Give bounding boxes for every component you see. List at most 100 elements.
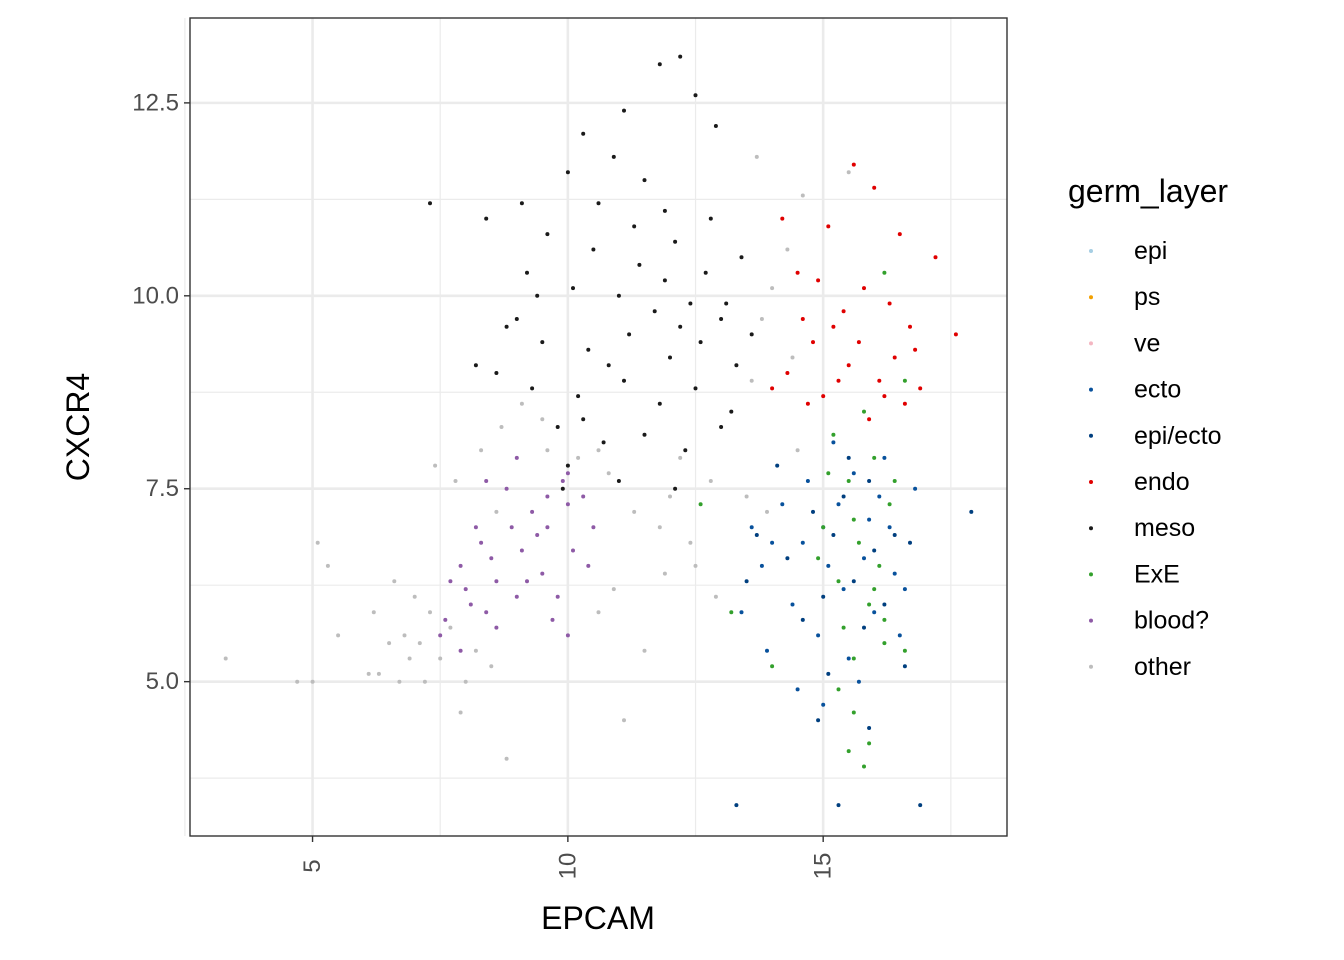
data-point xyxy=(892,479,897,483)
data-point xyxy=(448,579,453,584)
data-point xyxy=(800,540,805,545)
major-gridlines xyxy=(190,18,1007,836)
data-point xyxy=(540,417,545,422)
data-point xyxy=(525,579,529,584)
data-point xyxy=(816,278,821,283)
data-point xyxy=(729,409,734,414)
data-point xyxy=(463,587,468,592)
data-point xyxy=(325,563,330,568)
data-point xyxy=(545,494,550,499)
data-point xyxy=(622,108,626,113)
data-point xyxy=(882,394,887,399)
data-point xyxy=(836,378,841,383)
data-point xyxy=(795,687,800,692)
data-point xyxy=(841,587,846,592)
legend-key xyxy=(1089,618,1093,623)
panel-background xyxy=(190,18,1007,836)
data-point xyxy=(468,602,473,607)
data-point xyxy=(560,479,565,483)
legend-label: endo xyxy=(1134,468,1190,496)
data-point xyxy=(479,448,484,453)
y-tick-label: 5.0 xyxy=(146,668,179,695)
data-point xyxy=(882,617,887,622)
legend-label: other xyxy=(1134,653,1191,681)
data-point xyxy=(821,594,826,599)
data-point xyxy=(417,641,422,646)
data-point xyxy=(504,324,509,329)
data-point xyxy=(800,317,805,321)
data-point xyxy=(836,502,841,507)
data-point xyxy=(770,664,775,669)
data-point xyxy=(749,378,754,383)
legend-key xyxy=(1089,480,1093,484)
data-point xyxy=(678,455,683,460)
data-point xyxy=(780,216,785,221)
data-point xyxy=(775,463,780,468)
data-point xyxy=(606,471,611,476)
data-point xyxy=(708,216,713,221)
data-point xyxy=(688,301,693,306)
data-point xyxy=(851,579,856,584)
data-point xyxy=(851,162,856,167)
data-point xyxy=(877,563,882,568)
x-tick-label: 15 xyxy=(810,853,837,880)
legend-key xyxy=(1089,572,1093,577)
data-point xyxy=(851,471,856,476)
data-point xyxy=(571,286,575,291)
data-point xyxy=(616,293,621,298)
data-point xyxy=(407,656,412,661)
data-point xyxy=(596,610,601,615)
data-point xyxy=(826,671,831,676)
data-point xyxy=(851,517,856,522)
data-point xyxy=(535,533,540,537)
data-point xyxy=(586,563,591,568)
data-point xyxy=(550,617,555,622)
data-point xyxy=(719,317,724,321)
data-point xyxy=(872,455,877,460)
x-axis-ticks: 5 10 15 xyxy=(299,836,837,879)
data-point xyxy=(800,617,805,622)
x-tick-label: 10 xyxy=(554,853,581,880)
data-point xyxy=(908,324,912,329)
data-point xyxy=(392,579,397,584)
data-point xyxy=(882,270,887,275)
data-point xyxy=(596,448,601,453)
legend-label: ps xyxy=(1134,283,1160,311)
plot-panel xyxy=(184,17,1008,837)
data-point xyxy=(688,540,693,545)
data-point xyxy=(770,540,775,545)
data-point xyxy=(862,764,866,769)
data-point xyxy=(366,671,371,676)
data-point xyxy=(683,448,688,453)
data-point xyxy=(545,525,550,530)
data-point xyxy=(867,741,872,746)
data-point xyxy=(887,502,892,507)
data-point xyxy=(856,679,861,684)
data-point xyxy=(545,232,550,237)
data-point xyxy=(831,432,836,437)
data-point xyxy=(657,525,662,530)
legend-items: epi ps ve ecto epi/ecto endo meso ExE blood? othe… xyxy=(1089,237,1222,681)
data-point xyxy=(759,563,764,568)
data-point xyxy=(591,525,596,530)
data-point xyxy=(336,633,341,638)
data-point xyxy=(826,563,831,568)
data-point xyxy=(877,378,882,383)
legend: germ_layer epi ps ve ecto epi/ecto endo meso Ex… xyxy=(1068,173,1228,681)
data-point xyxy=(856,340,861,345)
data-point xyxy=(826,224,831,229)
data-point xyxy=(448,625,453,630)
data-point xyxy=(770,386,775,391)
data-points xyxy=(223,54,974,808)
data-point xyxy=(795,448,800,453)
data-point xyxy=(535,293,540,298)
data-point xyxy=(545,448,550,453)
data-point xyxy=(458,648,463,653)
data-point xyxy=(867,479,872,483)
data-point xyxy=(422,679,427,684)
data-point xyxy=(887,301,892,306)
data-point xyxy=(841,309,846,314)
data-point xyxy=(673,239,678,244)
legend-key xyxy=(1089,433,1093,438)
data-point xyxy=(489,556,494,561)
